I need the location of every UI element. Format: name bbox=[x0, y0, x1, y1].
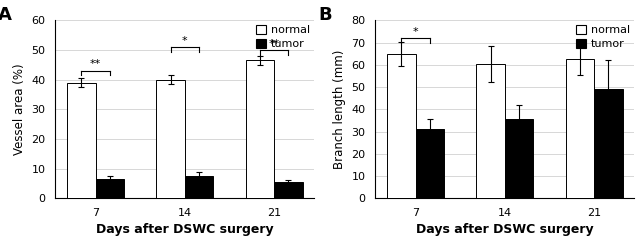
Bar bbox=[67, 83, 95, 198]
Bar bbox=[476, 64, 505, 198]
Legend: normal, tumor: normal, tumor bbox=[254, 23, 312, 51]
X-axis label: Days after DSWC surgery: Days after DSWC surgery bbox=[416, 223, 594, 236]
Y-axis label: Branch length (mm): Branch length (mm) bbox=[333, 50, 346, 169]
Bar bbox=[274, 182, 303, 198]
Bar bbox=[95, 179, 124, 198]
Text: *: * bbox=[182, 36, 188, 46]
Bar bbox=[415, 129, 444, 198]
Text: **: ** bbox=[90, 59, 101, 69]
Bar bbox=[566, 59, 594, 198]
Text: B: B bbox=[318, 6, 332, 24]
Bar bbox=[185, 176, 213, 198]
Bar bbox=[594, 89, 623, 198]
Text: *: * bbox=[413, 27, 419, 37]
Bar bbox=[387, 54, 415, 198]
Bar bbox=[156, 80, 185, 198]
Y-axis label: Vessel area (%): Vessel area (%) bbox=[13, 63, 26, 155]
Bar bbox=[246, 60, 274, 198]
Text: A: A bbox=[0, 6, 12, 24]
Legend: normal, tumor: normal, tumor bbox=[574, 23, 632, 51]
Text: **: ** bbox=[268, 39, 280, 49]
Bar bbox=[505, 119, 533, 198]
X-axis label: Days after DSWC surgery: Days after DSWC surgery bbox=[96, 223, 274, 236]
